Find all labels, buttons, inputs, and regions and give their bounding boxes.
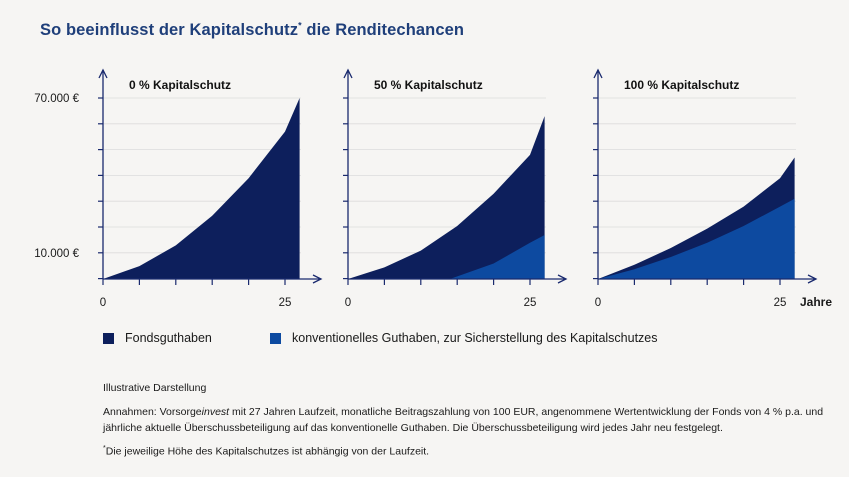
x-axis-label: Jahre	[800, 295, 832, 309]
y-axis-arrow	[343, 68, 353, 79]
series-area-konventionell	[598, 198, 795, 279]
x-tick-label: 25	[524, 297, 537, 309]
legend-fonds-swatch	[103, 332, 114, 344]
y-tick-label: 10.000 €	[34, 248, 79, 260]
legend-konventionell: konventionelles Guthaben, zur Sicherstel…	[270, 331, 658, 345]
legend-konventionell-swatch	[270, 332, 281, 344]
x-tick-label: 0	[100, 297, 106, 309]
note-assumptions: Annahmen: Vorsorgeinvest mit 27 Jahren L…	[103, 406, 824, 434]
x-tick-label: 25	[279, 297, 292, 309]
legend-fonds: Fondsguthaben	[103, 331, 212, 345]
y-axis-arrow	[98, 68, 108, 79]
x-axis-arrow	[807, 274, 818, 284]
x-tick-label: 0	[595, 297, 601, 309]
series-area-fondsguthaben	[348, 116, 545, 279]
panel-title: 100 % Kapitalschutz	[624, 78, 739, 92]
legend-fonds-label: Fondsguthaben	[125, 331, 212, 345]
chart-title: So beeinflusst der Kapitalschutz* die Re…	[40, 20, 465, 39]
y-axis-arrow	[593, 68, 603, 79]
legend-konventionell-label: konventionelles Guthaben, zur Sicherstel…	[292, 331, 658, 345]
note-illustrative: Illustrative Darstellung	[103, 382, 207, 394]
x-axis-arrow	[312, 274, 323, 284]
panel-title: 0 % Kapitalschutz	[129, 78, 231, 92]
series-area-fondsguthaben	[103, 98, 300, 279]
x-tick-label: 25	[774, 297, 787, 309]
x-tick-label: 0	[345, 297, 351, 309]
x-axis-arrow	[557, 274, 568, 284]
y-tick-label: 70.000 €	[34, 93, 79, 105]
charts-svg: 0 25 70.000 € 10.000 € 0 % Kapitalschutz 0 25 5…	[34, 68, 832, 309]
series-area-konventionell	[348, 235, 545, 279]
panel-title: 50 % Kapitalschutz	[374, 78, 483, 92]
note-footnote: *Die jeweilige Höhe des Kapitalschutzes …	[103, 445, 430, 458]
